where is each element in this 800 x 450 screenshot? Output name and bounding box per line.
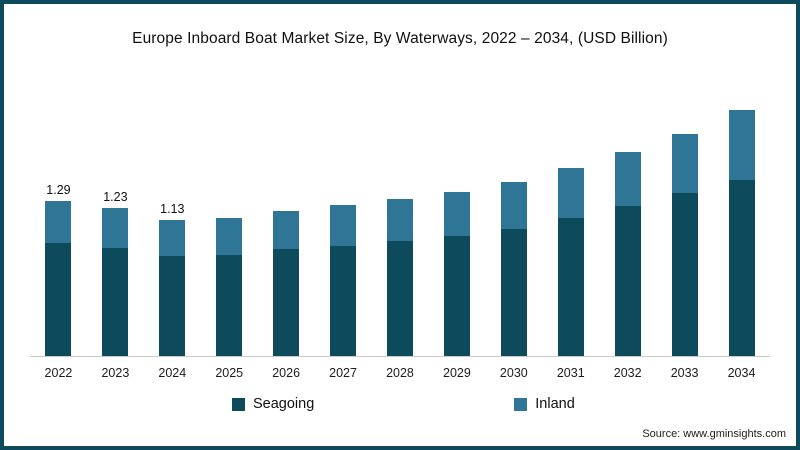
bar-column-2028 — [372, 195, 429, 356]
bar-segment-seagoing-2025 — [216, 255, 243, 356]
bar-column-2024: 1.13 — [144, 202, 201, 356]
bar-segment-inland-2033 — [671, 134, 698, 193]
bar-segment-inland-2027 — [330, 205, 357, 246]
x-axis-labels: 2022 2023 2024 2025 2026 2027 2028 2029 2030 2031… — [30, 357, 770, 380]
bar-column-2033 — [656, 130, 713, 356]
bar-segment-inland-2026 — [273, 211, 300, 249]
bar-total-label: 1.13 — [160, 202, 185, 216]
legend-item-inland: Inland — [514, 396, 575, 412]
bar-segment-inland-2024 — [159, 220, 186, 256]
bar-segment-inland-2028 — [386, 199, 413, 241]
bar-column-2027 — [315, 201, 372, 356]
x-tick-label-2028: 2028 — [386, 366, 414, 380]
x-tick-label-2029: 2029 — [443, 366, 471, 380]
bar-column-2032 — [599, 148, 656, 356]
bar-segment-inland-2025 — [216, 218, 243, 255]
bar-column-2031 — [542, 164, 599, 356]
bar-segment-seagoing-2030 — [500, 229, 527, 356]
legend-item-seagoing: Seagoing — [232, 396, 314, 412]
bar-segment-inland-2031 — [557, 168, 584, 218]
source-note: Source: www.gminsights.com — [642, 428, 786, 440]
bar-segment-seagoing-2022 — [45, 243, 72, 356]
bar-segment-seagoing-2026 — [273, 249, 300, 356]
bar-column-2030 — [485, 178, 542, 356]
bars-plot: 1.29 1.23 1.13 — [30, 64, 770, 357]
x-tick-label-2033: 2033 — [670, 366, 699, 380]
bar-segment-inland-2032 — [614, 152, 641, 206]
bar-segment-seagoing-2028 — [386, 241, 413, 356]
bar-column-2025 — [201, 214, 258, 356]
bar-segment-inland-2022 — [45, 201, 72, 243]
legend-label-inland: Inland — [535, 396, 575, 412]
bar-segment-inland-2029 — [443, 192, 470, 236]
bar-column-2022: 1.29 — [30, 183, 87, 356]
bar-segment-seagoing-2029 — [443, 236, 470, 356]
plot-area: 1.29 1.23 1.13 2022 2023 2024 2025 2026 2027 202… — [30, 64, 770, 380]
legend: Seagoing Inland — [232, 396, 796, 412]
legend-label-seagoing: Seagoing — [253, 396, 315, 412]
bar-total-label: 1.23 — [103, 190, 128, 204]
bar-segment-seagoing-2032 — [614, 206, 641, 356]
bar-column-2026 — [258, 207, 315, 356]
bar-column-2029 — [428, 188, 485, 356]
bar-column-2023: 1.23 — [87, 190, 144, 356]
bar-segment-seagoing-2031 — [557, 218, 584, 356]
chart-title: Europe Inboard Boat Market Size, By Wate… — [132, 30, 668, 47]
bar-total-label: 1.29 — [46, 183, 71, 197]
bar-segment-seagoing-2034 — [728, 180, 755, 356]
bar-segment-inland-2023 — [102, 208, 129, 248]
x-tick-label-2032: 2032 — [613, 366, 642, 380]
bar-segment-inland-2034 — [728, 110, 755, 180]
bar-segment-seagoing-2023 — [102, 248, 129, 356]
x-tick-label-2034: 2034 — [727, 366, 756, 380]
bar-segment-seagoing-2033 — [671, 193, 698, 356]
x-tick-label-2026: 2026 — [272, 366, 301, 380]
x-tick-label-2030: 2030 — [499, 366, 528, 380]
x-tick-label-2025: 2025 — [215, 366, 244, 380]
x-tick-label-2023: 2023 — [101, 366, 130, 380]
bar-segment-seagoing-2024 — [159, 256, 186, 356]
bar-column-2034 — [713, 106, 770, 356]
x-tick-label-2027: 2027 — [329, 366, 357, 380]
seagoing-swatch-icon — [232, 397, 245, 411]
x-tick-label-2024: 2024 — [158, 366, 187, 380]
x-tick-label-2031: 2031 — [556, 366, 585, 380]
inland-swatch-icon — [514, 397, 528, 411]
x-tick-label-2022: 2022 — [44, 366, 73, 380]
bar-segment-seagoing-2027 — [330, 246, 357, 356]
bar-segment-inland-2030 — [500, 182, 527, 229]
